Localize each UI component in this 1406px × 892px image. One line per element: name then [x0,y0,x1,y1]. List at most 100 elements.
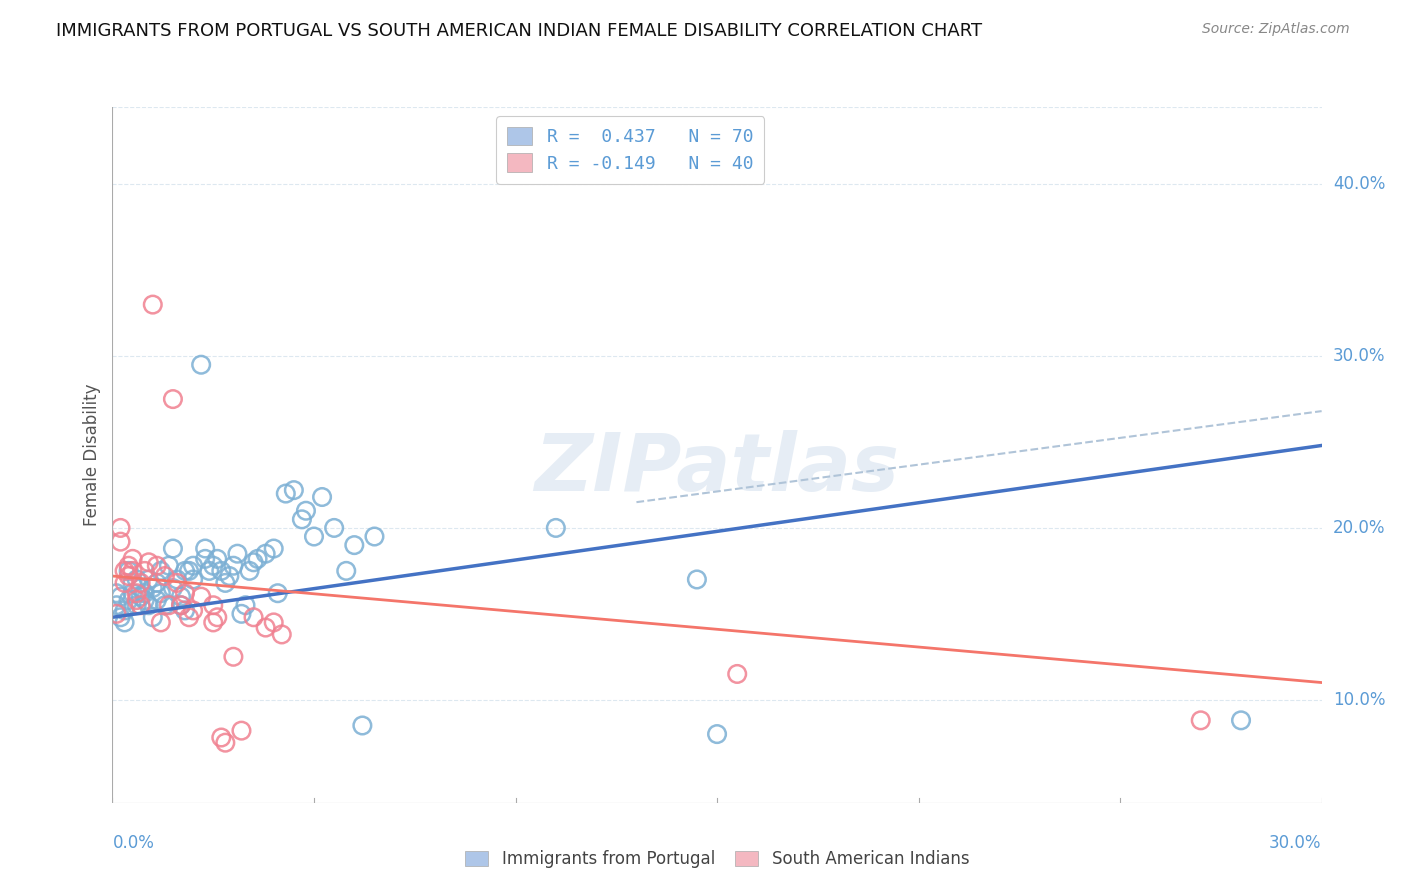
Point [725,667,748,681]
Point [129,575,152,590]
Point [190,358,212,372]
Point [323,521,346,535]
Point [295,504,318,518]
Point [235,599,257,613]
Point [238,564,260,578]
Point [146,558,169,573]
Point [706,727,728,741]
Text: 40.0%: 40.0% [1333,176,1385,194]
Point [177,564,200,578]
Point [202,599,225,613]
Point [114,615,136,630]
Point [129,590,152,604]
Point [142,297,165,311]
Y-axis label: Female Disability: Female Disability [83,384,101,526]
Point [194,552,217,566]
Point [170,590,193,604]
Text: 30.0%: 30.0% [1270,834,1322,852]
Point [283,483,305,497]
Point [149,564,172,578]
Point [121,586,143,600]
Point [207,552,229,566]
Point [231,723,253,738]
Point [181,603,204,617]
Point [138,573,160,587]
Text: ZIPatlas: ZIPatlas [534,430,900,508]
Point [125,599,148,613]
Point [254,621,277,635]
Point [207,610,229,624]
Point [121,575,143,590]
Point [231,607,253,621]
Point [226,547,249,561]
Point [291,512,314,526]
Point [218,569,240,583]
Point [363,529,385,543]
Point [174,586,197,600]
Point [105,607,128,621]
Point [274,486,297,500]
Text: IMMIGRANTS FROM PORTUGAL VS SOUTH AMERICAN INDIAN FEMALE DISABILITY CORRELATION : IMMIGRANTS FROM PORTUGAL VS SOUTH AMERIC… [56,22,983,40]
Point [117,564,139,578]
Point [177,610,200,624]
Point [214,575,236,590]
Point [209,564,232,578]
Point [162,541,184,556]
Point [110,534,132,549]
Point [146,575,169,590]
Text: Source: ZipAtlas.com: Source: ZipAtlas.com [1202,22,1350,37]
Point [181,558,204,573]
Point [157,558,180,573]
Point [242,610,264,624]
Point [114,603,136,617]
Point [194,541,217,556]
Point [311,490,333,504]
Point [170,599,193,613]
Point [352,718,374,732]
Point [198,564,221,578]
Point [114,575,136,590]
Point [142,581,165,595]
Point [149,586,172,600]
Point [110,590,132,604]
Point [138,599,160,613]
Point [110,610,132,624]
Point [162,581,184,595]
Point [686,573,709,587]
Point [129,581,152,595]
Point [181,573,204,587]
Point [190,590,212,604]
Point [174,564,197,578]
Point [166,575,188,590]
Point [1230,714,1253,728]
Legend: Immigrants from Portugal, South American Indians: Immigrants from Portugal, South American… [458,843,976,874]
Point [246,552,269,566]
Point [125,586,148,600]
Point [270,627,292,641]
Point [170,599,193,613]
Point [166,573,188,587]
Point [134,593,156,607]
Point [157,599,180,613]
Point [162,392,184,406]
Point [121,564,143,578]
Point [153,569,176,583]
Point [222,649,245,664]
Text: 0.0%: 0.0% [112,834,155,852]
Point [117,593,139,607]
Text: 30.0%: 30.0% [1333,347,1385,365]
Point [134,564,156,578]
Point [114,564,136,578]
Point [174,603,197,617]
Text: 10.0%: 10.0% [1333,690,1385,709]
Point [263,541,285,556]
Point [138,555,160,569]
Point [134,586,156,600]
Point [125,593,148,607]
Point [544,521,567,535]
Point [263,615,285,630]
Point [125,573,148,587]
Point [1189,714,1212,728]
Point [121,552,143,566]
Point [254,547,277,561]
